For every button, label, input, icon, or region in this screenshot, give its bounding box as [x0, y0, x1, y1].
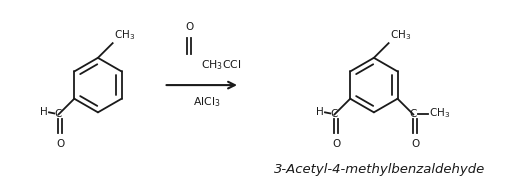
Text: C: C [409, 109, 417, 119]
Text: O: O [185, 22, 193, 32]
Text: CH$_3$: CH$_3$ [389, 28, 411, 42]
Text: CH$_3$: CH$_3$ [114, 28, 135, 42]
Text: CH$_3$CCl: CH$_3$CCl [201, 58, 242, 72]
Text: O: O [332, 139, 340, 149]
Text: AlCl$_3$: AlCl$_3$ [192, 96, 220, 109]
Text: CH$_3$: CH$_3$ [429, 106, 450, 120]
Text: C: C [331, 109, 338, 119]
Text: H: H [40, 107, 48, 117]
Text: O: O [56, 139, 64, 149]
Text: H: H [316, 107, 324, 117]
Text: 3-Acetyl-4-methylbenzaldehyde: 3-Acetyl-4-methylbenzaldehyde [274, 163, 485, 176]
Text: C: C [55, 109, 62, 119]
Text: O: O [411, 139, 419, 149]
